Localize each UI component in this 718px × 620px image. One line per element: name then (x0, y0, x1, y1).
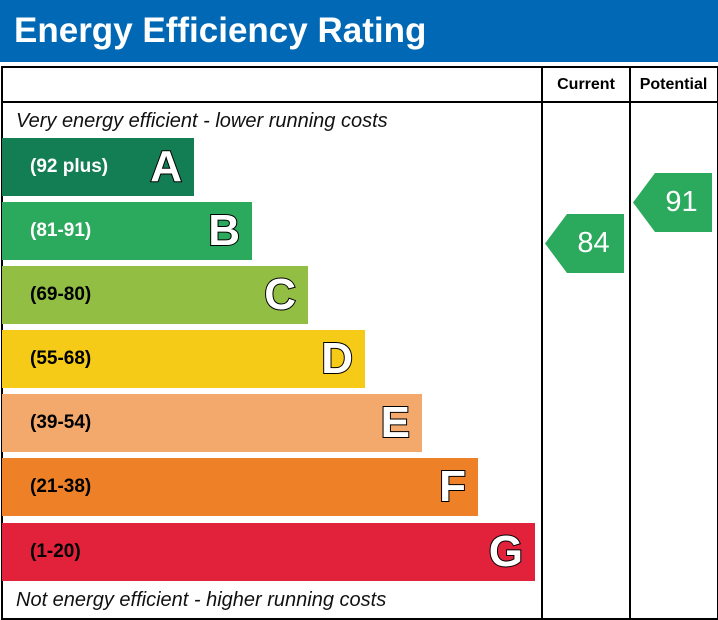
column-divider-potential (629, 66, 631, 619)
band-d: (55-68) D (2, 330, 365, 388)
column-divider-current (541, 66, 543, 619)
band-range-label: (39-54) (30, 412, 92, 433)
band-letter: B (207, 205, 241, 256)
band-f: (21-38) F (2, 458, 478, 516)
band-g: (1-20) G (2, 523, 535, 581)
current-arrow-polygon (545, 214, 624, 273)
band-c: (69-80) C (2, 266, 308, 324)
band-letter: C (263, 269, 297, 320)
potential-rating-value: 91 (665, 186, 698, 218)
potential-arrow-polygon (633, 173, 712, 232)
caption-top: Very energy efficient - lower running co… (16, 110, 388, 132)
potential-arrow-shape (633, 173, 712, 232)
band-b: (81-91) B (2, 202, 252, 260)
potential-rating-indicator: 91 (633, 173, 712, 232)
current-arrow-shape (545, 214, 624, 273)
band-range-label: (69-80) (30, 284, 92, 305)
band-letter: D (320, 333, 354, 384)
band-range-label: (21-38) (30, 476, 92, 497)
band-letter: G (488, 526, 524, 577)
header-row-divider (1, 101, 717, 103)
column-header-potential: Potential (639, 76, 708, 93)
band-range-label: (92 plus) (30, 156, 109, 177)
page-title: Energy Efficiency Rating (14, 11, 427, 50)
band-range-label: (55-68) (30, 348, 92, 369)
column-header-current: Current (557, 76, 615, 93)
current-rating-indicator: 84 (545, 214, 624, 273)
current-rating-value: 84 (577, 227, 610, 259)
band-a: (92 plus) A (2, 138, 194, 196)
band-e: (39-54) E (2, 394, 422, 452)
band-letter: A (149, 141, 183, 192)
caption-bottom: Not energy efficient - higher running co… (16, 589, 387, 611)
band-range-label: (81-91) (30, 220, 92, 241)
header-bar: Energy Efficiency Rating (0, 0, 718, 62)
band-letter: E (380, 397, 411, 448)
band-range-label: (1-20) (30, 541, 81, 562)
band-letter: F (438, 461, 467, 512)
